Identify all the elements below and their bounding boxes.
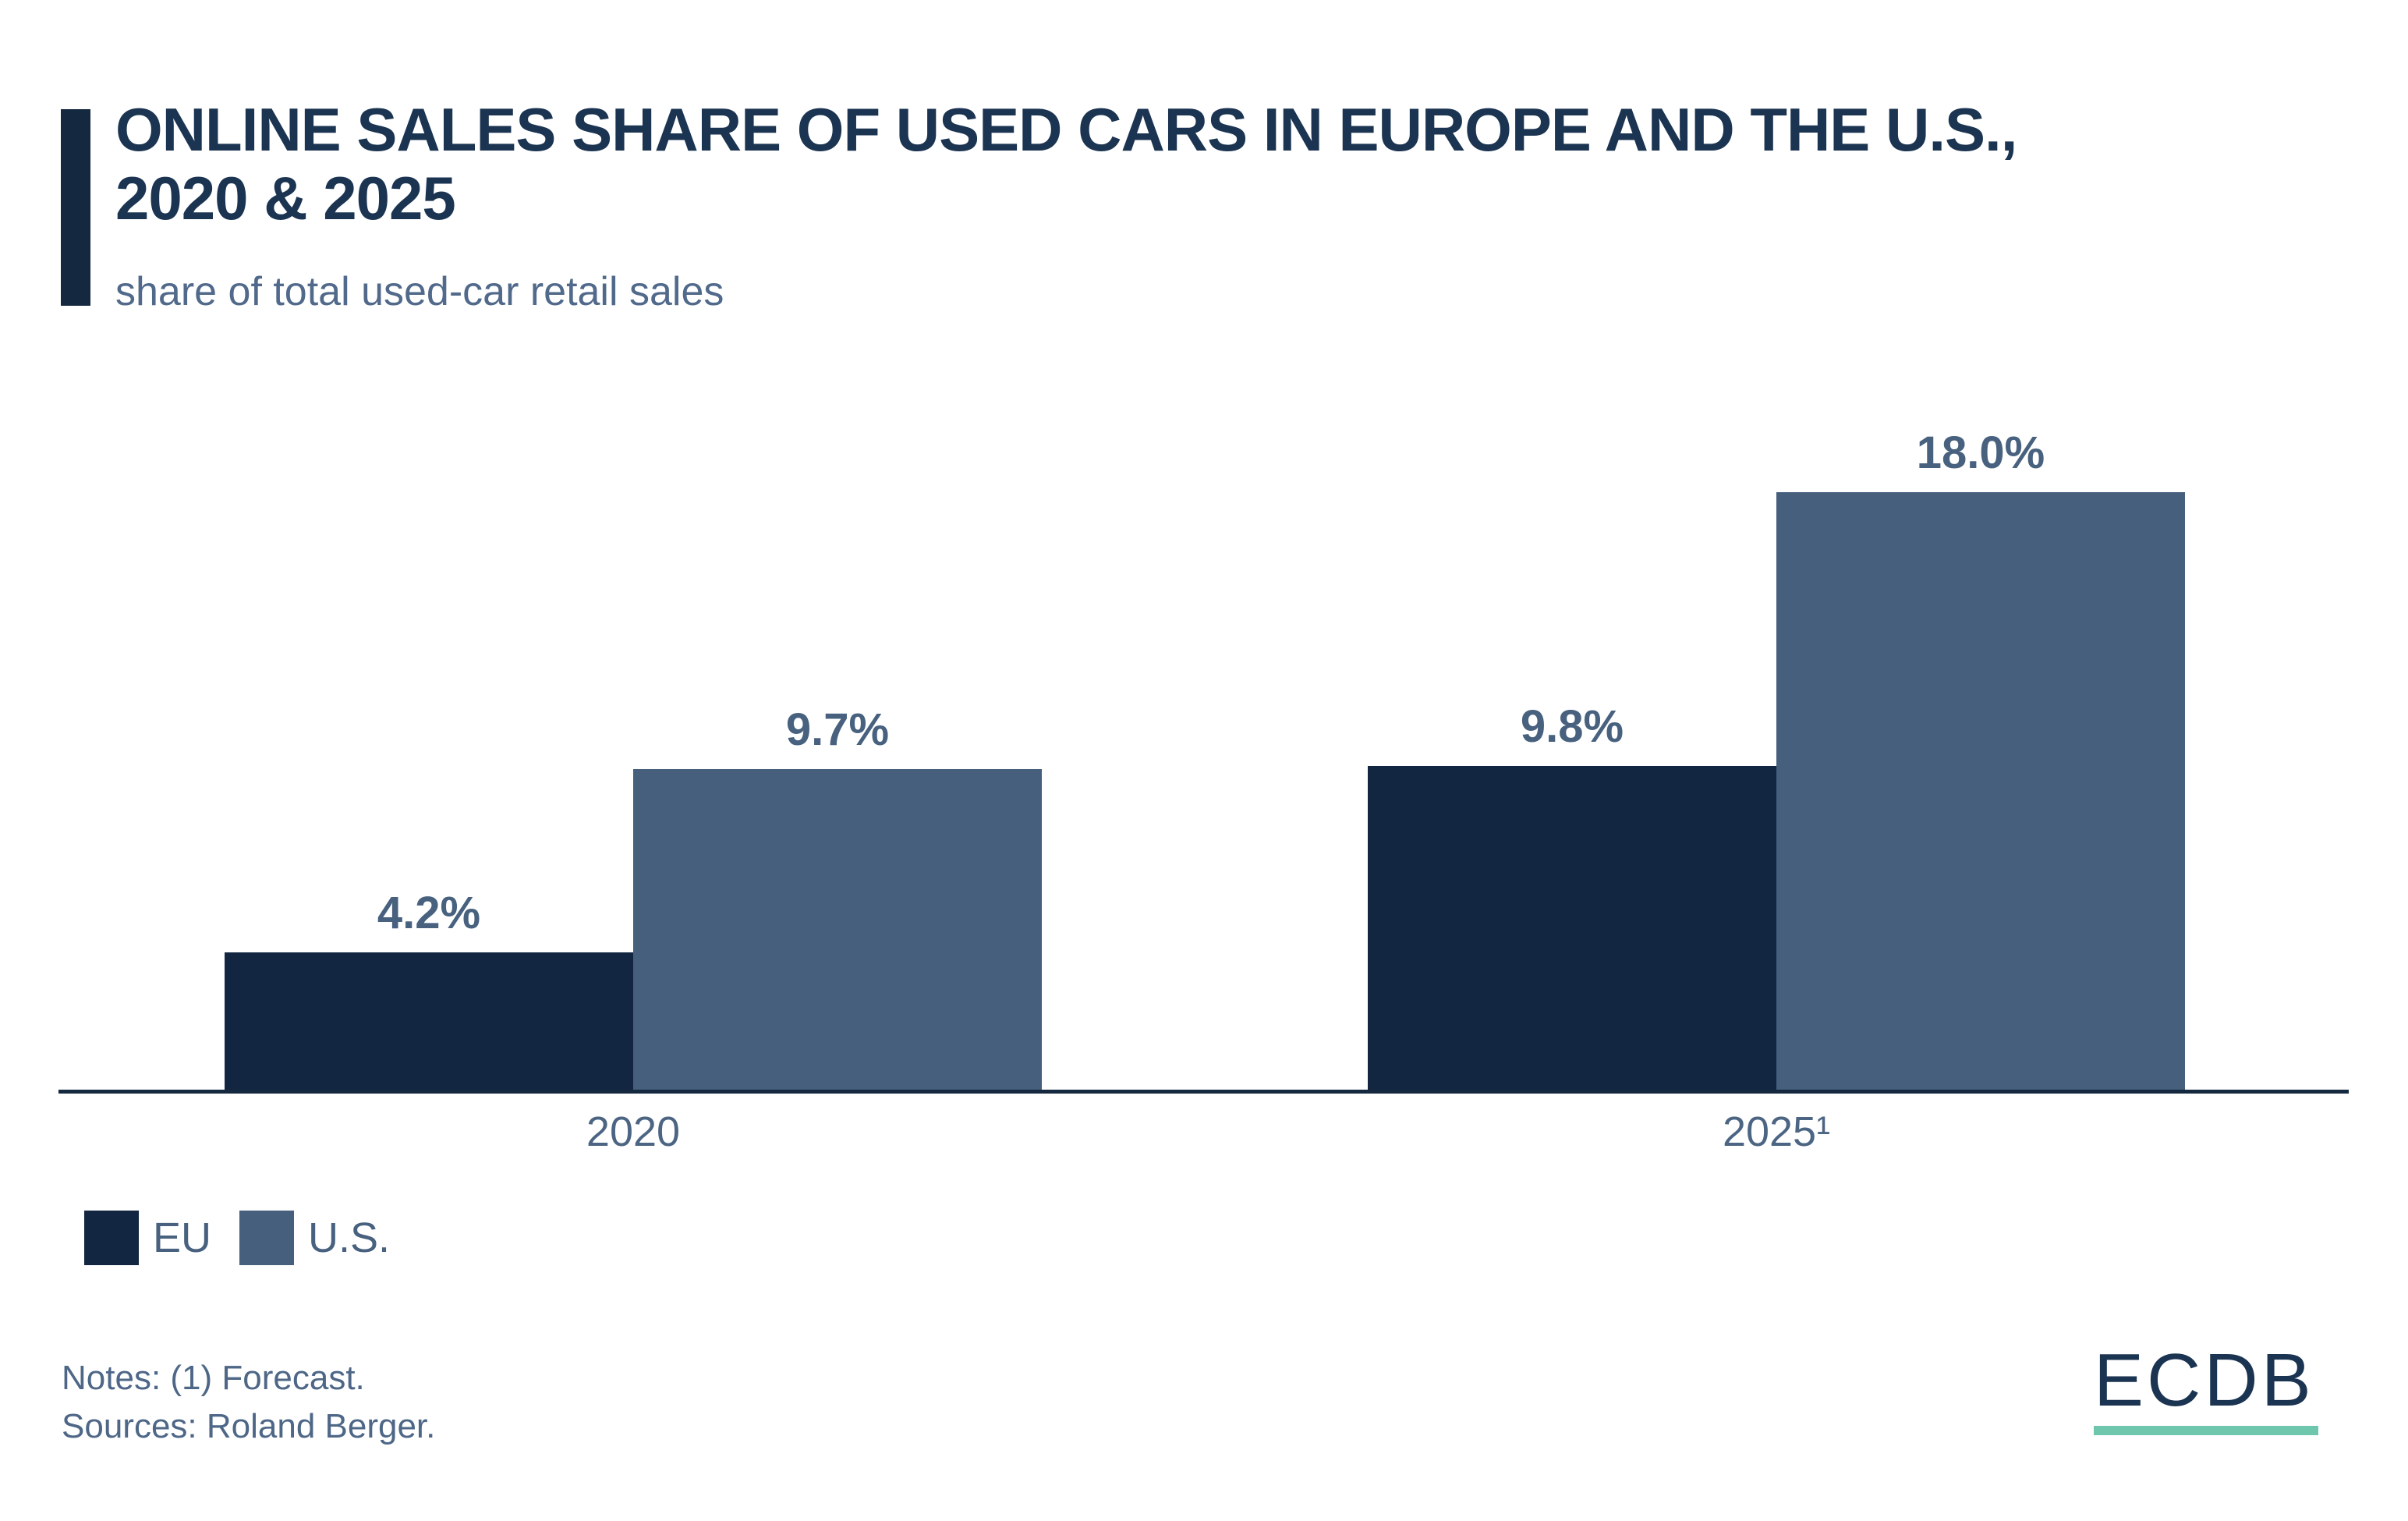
x-tick-2020: 2020 bbox=[586, 1108, 681, 1155]
legend-item-us: U.S. bbox=[239, 1211, 390, 1265]
x-axis-line bbox=[58, 1090, 2349, 1094]
page-title: ONLINE SALES SHARE OF USED CARS IN EUROP… bbox=[115, 95, 2017, 232]
ecdb-logo: ECDB bbox=[2094, 1343, 2320, 1435]
bar-eu-2025 bbox=[1368, 766, 1776, 1093]
value-label-us-2020: 9.7% bbox=[785, 704, 890, 755]
value-label-us-2025: 18.0% bbox=[1916, 427, 2045, 478]
bar-us-2020 bbox=[633, 769, 1042, 1093]
ecdb-logo-text: ECDB bbox=[2094, 1338, 2314, 1422]
notes-line: Notes: (1) Forecast. bbox=[62, 1359, 365, 1397]
page-subtitle: share of total used-car retail sales bbox=[115, 269, 724, 314]
legend-item-eu: EU bbox=[84, 1211, 211, 1265]
footer-notes: Notes: (1) Forecast. Sources: Roland Ber… bbox=[62, 1354, 435, 1452]
page-title-line-1: ONLINE SALES SHARE OF USED CARS IN EUROP… bbox=[115, 95, 2017, 164]
sources-line: Sources: Roland Berger. bbox=[62, 1407, 436, 1446]
legend-label-eu: EU bbox=[153, 1214, 212, 1261]
x-tick-2025: 2025¹ bbox=[1722, 1108, 1831, 1155]
legend-swatch bbox=[84, 1211, 139, 1265]
value-label-eu-2025: 9.8% bbox=[1520, 701, 1624, 752]
bar-eu-2020 bbox=[225, 952, 633, 1093]
bar-us-2025 bbox=[1776, 492, 2185, 1093]
page-title-line-2: 2020 & 2025 bbox=[115, 164, 456, 233]
title-accent-bar bbox=[61, 109, 90, 306]
legend: EU U.S. bbox=[84, 1211, 390, 1265]
legend-label-us: U.S. bbox=[308, 1214, 391, 1261]
legend-swatch bbox=[239, 1211, 295, 1265]
value-label-eu-2020: 4.2% bbox=[377, 888, 481, 938]
logo-underline bbox=[2094, 1426, 2318, 1435]
